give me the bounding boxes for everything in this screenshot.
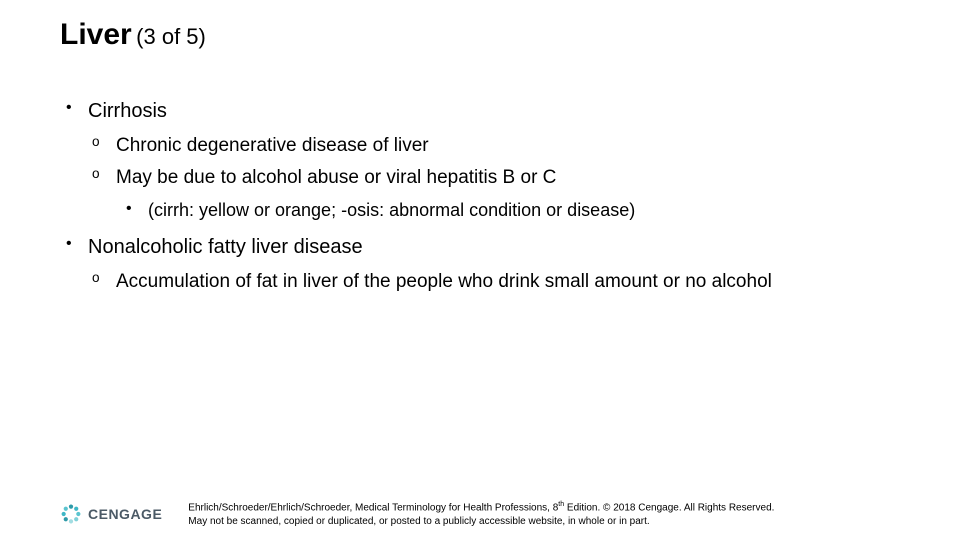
copyright-line2: May not be scanned, copied or duplicated… [188, 515, 920, 529]
copyright-line1-suffix: Edition. © 2018 Cengage. All Rights Rese… [564, 502, 774, 513]
bullet-text: May be due to alcohol abuse or viral hep… [116, 167, 556, 188]
bullet-text: Chronic degenerative disease of liver [116, 135, 429, 156]
bullet-list-level2: Chronic degenerative disease of liver Ma… [88, 131, 920, 225]
bullet-text: Nonalcoholic fatty liver disease [88, 236, 363, 258]
slide: Liver (3 of 5) Cirrhosis Chronic degener… [0, 0, 960, 540]
bullet-list-level3: (cirrh: yellow or orange; -osis: abnorma… [116, 196, 920, 225]
bullet-text: Cirrhosis [88, 100, 167, 122]
list-item: May be due to alcohol abuse or viral hep… [88, 163, 920, 224]
title-main: Liver [60, 18, 132, 51]
brand-name: CENGAGE [88, 506, 162, 522]
footer: CENGAGE Ehrlich/Schroeder/Ehrlich/Schroe… [60, 500, 920, 528]
copyright-line1: Ehrlich/Schroeder/Ehrlich/Schroeder, Med… [188, 500, 920, 515]
burst-dot [62, 512, 66, 516]
burst-dot [69, 519, 73, 523]
list-item: Accumulation of fat in liver of the peop… [88, 267, 920, 297]
bullet-text: Accumulation of fat in liver of the peop… [116, 271, 772, 292]
copyright-line1-prefix: Ehrlich/Schroeder/Ehrlich/Schroeder, Med… [188, 502, 558, 513]
burst-dot [74, 517, 78, 521]
list-item: Cirrhosis Chronic degenerative disease o… [60, 95, 920, 225]
burst-dot [76, 512, 80, 516]
burst-dot [64, 506, 68, 510]
bullet-list-level1: Cirrhosis Chronic degenerative disease o… [60, 95, 920, 297]
burst-dot [64, 517, 68, 521]
slide-title: Liver (3 of 5) [60, 18, 206, 52]
bullet-text: (cirrh: yellow or orange; -osis: abnorma… [148, 200, 635, 220]
burst-dot [74, 506, 78, 510]
copyright-text: Ehrlich/Schroeder/Ehrlich/Schroeder, Med… [188, 500, 920, 528]
burst-dot [69, 504, 73, 508]
list-item: Chronic degenerative disease of liver [88, 131, 920, 161]
bullet-list-level2: Accumulation of fat in liver of the peop… [88, 267, 920, 297]
list-item: (cirrh: yellow or orange; -osis: abnorma… [116, 196, 920, 225]
title-part: (3 of 5) [136, 24, 206, 49]
content-area: Cirrhosis Chronic degenerative disease o… [60, 95, 920, 303]
burst-icon [60, 503, 82, 525]
brand-logo: CENGAGE [60, 503, 162, 525]
list-item: Nonalcoholic fatty liver disease Accumul… [60, 231, 920, 297]
